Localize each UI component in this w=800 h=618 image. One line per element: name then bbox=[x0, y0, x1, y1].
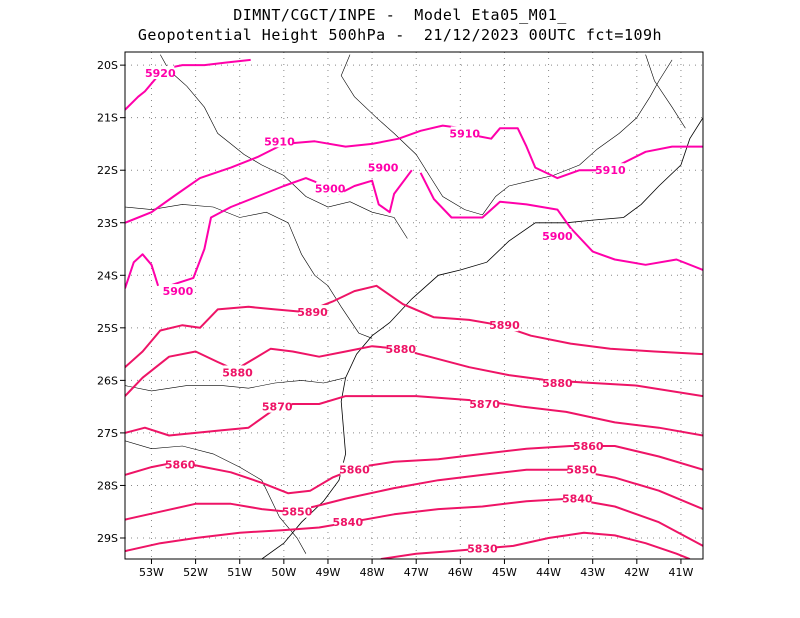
contour-label-bg bbox=[543, 228, 572, 242]
contour-label: 5850 bbox=[282, 506, 313, 519]
contour-label: 5900 bbox=[163, 285, 194, 298]
contour-line-5840 bbox=[125, 497, 703, 553]
contour-line-5920 bbox=[125, 58, 251, 111]
state-border bbox=[125, 440, 307, 554]
y-tick-label: 26S bbox=[97, 374, 118, 387]
state-border bbox=[125, 204, 373, 339]
contour-label-bg bbox=[265, 134, 294, 148]
height-contours bbox=[125, 58, 703, 559]
x-tick-label: 47W bbox=[404, 566, 429, 579]
x-tick-label: 43W bbox=[580, 566, 605, 579]
contour-line-5900 bbox=[168, 169, 413, 287]
y-tick-label: 23S bbox=[97, 217, 118, 230]
contour-label: 5880 bbox=[385, 343, 416, 356]
contour-line-5900 bbox=[419, 172, 703, 271]
contour-label: 5910 bbox=[449, 127, 480, 140]
contour-line-5900 bbox=[125, 253, 160, 289]
contour-label-bg bbox=[490, 318, 519, 332]
state-border bbox=[482, 59, 673, 216]
x-tick-label: 50W bbox=[271, 566, 296, 579]
contour-line-5890 bbox=[125, 284, 703, 368]
y-tick-label: 24S bbox=[97, 269, 118, 282]
contour-label-bg bbox=[468, 541, 497, 555]
state-border bbox=[160, 54, 408, 239]
x-tick-label: 41W bbox=[669, 566, 694, 579]
x-tick-label: 45W bbox=[492, 566, 517, 579]
state-border bbox=[645, 54, 686, 129]
contour-label: 5840 bbox=[333, 516, 364, 529]
contour-labels: 5920 5910 5910 5910 5900 5900 5900 5900 5890 5890… bbox=[145, 66, 626, 555]
contour-label: 5900 bbox=[368, 162, 399, 175]
chart-title-line-2: Geopotential Height 500hPa - 21/12/2023 … bbox=[137, 26, 663, 44]
contour-label: 5860 bbox=[339, 464, 370, 477]
contour-line-5880 bbox=[125, 345, 703, 398]
longitude-axis: 53W 52W 51W 50W 49W 48W 47W 46W 45W 44W 43W 42W 41W bbox=[139, 559, 693, 579]
x-tick-label: 52W bbox=[183, 566, 208, 579]
gridlines bbox=[125, 52, 703, 559]
contour-line-5830 bbox=[380, 531, 691, 559]
state-border bbox=[125, 377, 346, 392]
contour-label-bg bbox=[166, 457, 195, 471]
contour-label-bg bbox=[298, 305, 327, 319]
contour-label-bg bbox=[450, 126, 479, 140]
contour-label: 5920 bbox=[145, 67, 176, 80]
contour-label-bg bbox=[223, 365, 252, 379]
contour-label: 5880 bbox=[542, 377, 573, 390]
y-tick-label: 25S bbox=[97, 322, 118, 335]
coastline-and-borders bbox=[125, 54, 703, 559]
chart-title-line-1: DIMNT/CGCT/INPE - Model Eta05_M01_ bbox=[233, 6, 567, 24]
contour-label: 5830 bbox=[467, 542, 498, 555]
contour-label-bg bbox=[567, 462, 596, 476]
contour-label: 5860 bbox=[165, 458, 196, 471]
x-tick-label: 46W bbox=[448, 566, 473, 579]
coastline bbox=[261, 117, 703, 559]
contour-label: 5870 bbox=[262, 401, 293, 414]
contour-label-bg bbox=[283, 504, 312, 518]
contour-label: 5890 bbox=[297, 306, 328, 319]
state-border bbox=[340, 54, 483, 216]
x-tick-label: 51W bbox=[227, 566, 252, 579]
contour-label: 5850 bbox=[566, 464, 597, 477]
contour-label-bg bbox=[340, 462, 369, 476]
contour-label-bg bbox=[470, 397, 499, 411]
contour-label: 5840 bbox=[562, 493, 593, 506]
x-tick-label: 53W bbox=[139, 566, 164, 579]
contour-label-bg bbox=[596, 163, 625, 177]
contour-label: 5910 bbox=[595, 164, 626, 177]
contour-label-bg bbox=[146, 66, 175, 80]
x-tick-label: 48W bbox=[360, 566, 385, 579]
y-tick-label: 27S bbox=[97, 427, 118, 440]
contour-label-bg bbox=[316, 181, 345, 195]
contour-label-bg bbox=[163, 284, 192, 298]
contour-label: 5890 bbox=[489, 319, 520, 332]
contour-label: 5870 bbox=[469, 398, 500, 411]
y-tick-label: 20S bbox=[97, 59, 118, 72]
contour-line-5870 bbox=[125, 395, 703, 437]
contour-line-5860 bbox=[125, 445, 703, 495]
contour-label: 5900 bbox=[315, 183, 346, 196]
y-tick-label: 29S bbox=[97, 532, 118, 545]
contour-label: 5860 bbox=[573, 440, 604, 453]
y-tick-label: 22S bbox=[97, 164, 118, 177]
contour-label-bg bbox=[563, 491, 592, 505]
contour-label-bg bbox=[574, 439, 603, 453]
contour-label-bg bbox=[543, 375, 572, 389]
y-tick-label: 28S bbox=[97, 479, 118, 492]
contour-label: 5900 bbox=[542, 230, 573, 243]
contour-label-bg bbox=[263, 399, 292, 413]
contour-label-bg bbox=[369, 160, 398, 174]
x-tick-label: 42W bbox=[624, 566, 649, 579]
contour-label-bg bbox=[333, 515, 362, 529]
map-frame bbox=[124, 51, 704, 560]
latitude-axis: 20S 21S 22S 23S 24S 25S 26S 27S 28S 29S bbox=[97, 59, 125, 545]
x-tick-label: 49W bbox=[316, 566, 341, 579]
contour-label-bg bbox=[386, 341, 415, 355]
contour-label: 5910 bbox=[264, 135, 295, 148]
contour-label: 5880 bbox=[222, 366, 253, 379]
y-tick-label: 21S bbox=[97, 112, 118, 125]
x-tick-label: 44W bbox=[536, 566, 561, 579]
